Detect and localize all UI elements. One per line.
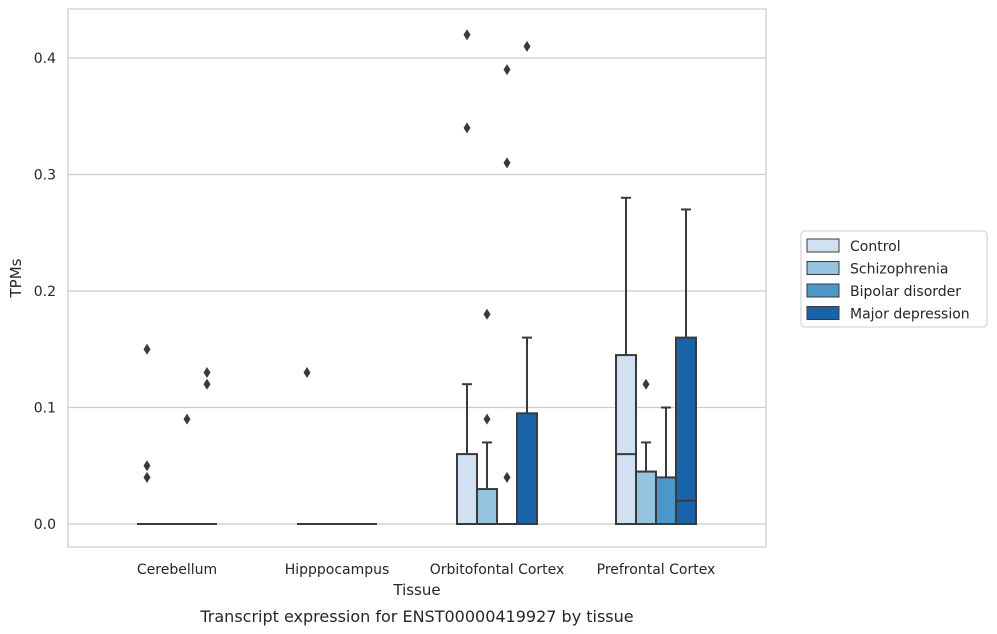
x-tick-label: Orbitofontal Cortex — [430, 562, 565, 578]
outlier-point — [303, 367, 311, 379]
y-tick-label: 0.1 — [34, 401, 56, 417]
legend-item: Schizophrenia — [806, 261, 948, 278]
outlier-point — [143, 471, 151, 483]
figure-caption: Transcript expression for ENST0000041992… — [199, 607, 633, 626]
outlier-point — [503, 471, 511, 483]
grid-lines — [68, 57, 766, 525]
legend-item: Major depression — [806, 306, 970, 323]
box-body — [516, 412, 538, 526]
y-tick-label: 0.4 — [34, 51, 56, 67]
legend-item: Bipolar disorder — [806, 283, 961, 300]
y-tick-label: 0.0 — [34, 517, 56, 533]
y-axis-ticks: 0.0 0.1 0.2 0.3 0.4 — [34, 51, 56, 533]
box-0-2 — [177, 413, 197, 525]
box-body — [655, 476, 677, 525]
box-body — [635, 470, 657, 526]
box-0-0 — [137, 343, 157, 525]
box-1-0 — [297, 367, 317, 525]
plot-frame — [67, 8, 767, 548]
legend-swatch — [806, 283, 840, 298]
box-2-0 — [456, 29, 478, 526]
x-tick-label: Hipppocampus — [285, 562, 390, 578]
legend-label: Schizophrenia — [850, 262, 948, 278]
y-axis-title: TPMs — [7, 258, 25, 298]
box-2-1 — [476, 308, 498, 525]
plot-area — [137, 29, 697, 526]
box-body — [675, 336, 697, 525]
box-2-2 — [497, 64, 517, 525]
outlier-point — [463, 122, 471, 134]
outlier-point — [143, 460, 151, 472]
box-body — [456, 453, 478, 526]
outlier-point — [143, 343, 151, 355]
box-body — [476, 488, 498, 525]
outlier-point — [183, 413, 191, 425]
box-body — [615, 354, 637, 526]
outlier-point — [503, 64, 511, 76]
box-3-3 — [675, 208, 697, 525]
box-2-3 — [516, 40, 538, 526]
outlier-point — [642, 378, 650, 390]
y-tick-label: 0.2 — [34, 284, 56, 300]
outlier-point — [203, 378, 211, 390]
outlier-point — [463, 29, 471, 41]
legend-label: Bipolar disorder — [850, 284, 961, 300]
x-axis-title: Tissue — [392, 581, 440, 599]
outlier-point — [483, 413, 491, 425]
legend-label: Major depression — [850, 307, 970, 323]
outlier-point — [483, 308, 491, 320]
box-3-1 — [635, 378, 657, 526]
legend: Control Schizophrenia Bipolar disorder Majo… — [800, 230, 988, 328]
y-tick-label: 0.3 — [34, 168, 56, 184]
outlier-point — [503, 157, 511, 169]
x-tick-label: Prefrontal Cortex — [597, 562, 716, 578]
legend-swatch — [806, 238, 840, 253]
outlier-point — [203, 367, 211, 379]
box-3-2 — [655, 406, 677, 525]
outlier-point — [523, 40, 531, 52]
x-axis-ticks: Cerebellum Hipppocampus Orbitofontal Corte… — [137, 562, 715, 578]
legend-item: Control — [806, 238, 901, 255]
legend-box — [800, 230, 988, 328]
legend-swatch — [806, 261, 840, 275]
legend-label: Control — [850, 239, 901, 255]
x-tick-label: Cerebellum — [137, 562, 217, 578]
legend-swatch — [806, 306, 840, 320]
box-3-0 — [615, 196, 637, 526]
box-0-3 — [197, 367, 217, 525]
